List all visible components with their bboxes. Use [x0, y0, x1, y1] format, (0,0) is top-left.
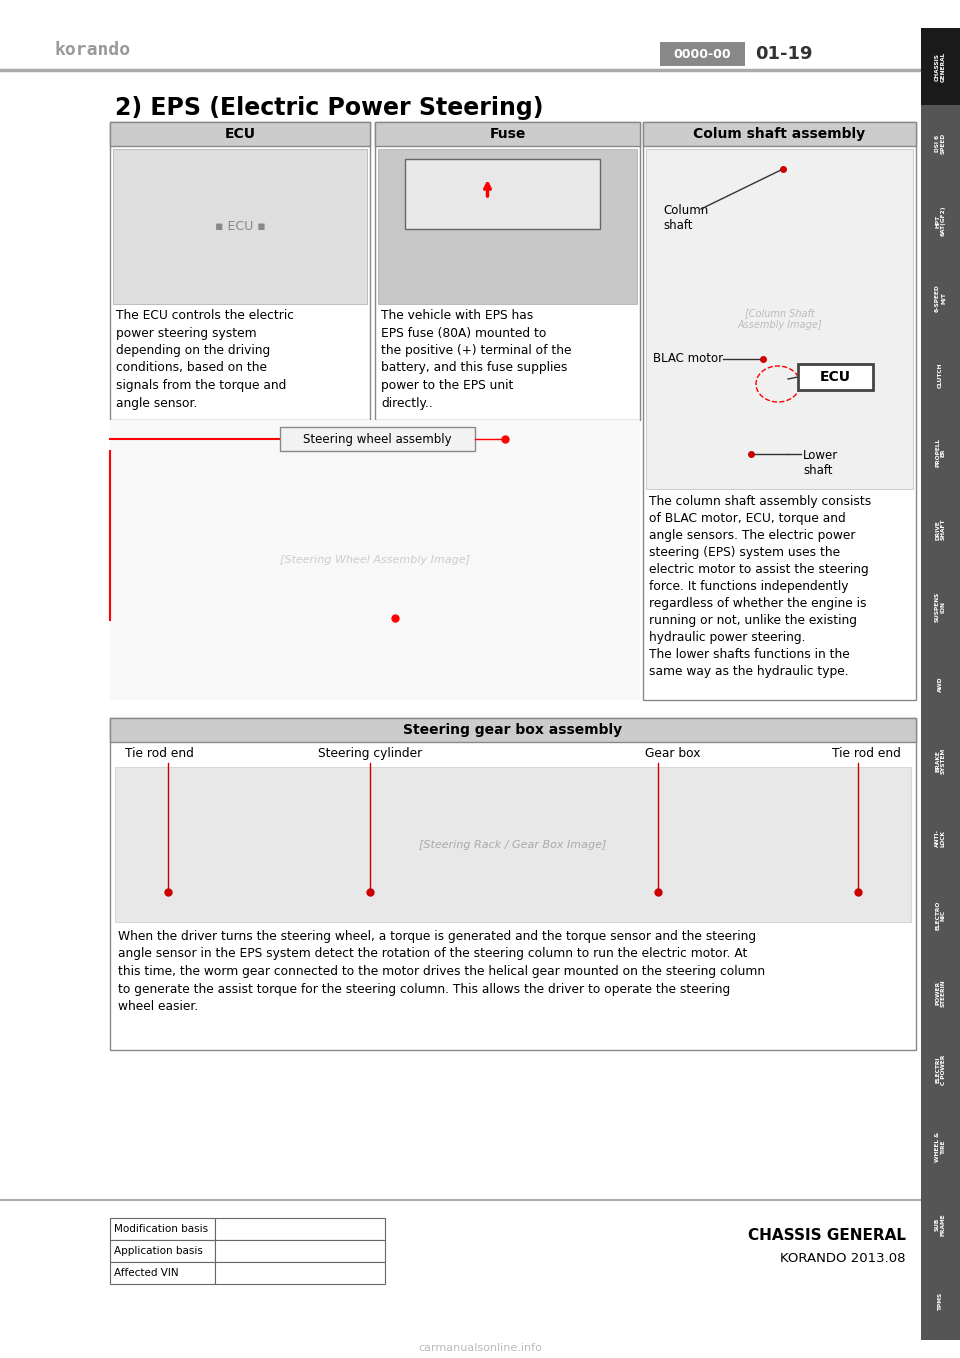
Text: Application basis: Application basis — [114, 1247, 203, 1256]
Text: The ECU controls the electric
power steering system
depending on the driving
con: The ECU controls the electric power stee… — [116, 310, 294, 410]
Text: TPMS: TPMS — [938, 1293, 943, 1310]
Text: Steering cylinder: Steering cylinder — [318, 747, 422, 760]
Text: AWD: AWD — [938, 676, 943, 691]
Text: 6-SPEED
M/T: 6-SPEED M/T — [935, 284, 946, 312]
Bar — [110, 122, 370, 420]
Text: ECU: ECU — [225, 128, 255, 141]
Bar — [280, 426, 475, 451]
Text: Column
shaft: Column shaft — [663, 204, 708, 232]
Text: ▪ ECU ▪: ▪ ECU ▪ — [215, 220, 265, 234]
Bar — [921, 414, 960, 492]
Bar — [921, 568, 960, 645]
Text: [Steering Wheel Assembly Image]: [Steering Wheel Assembly Image] — [280, 555, 470, 565]
Text: WHEEL &
TIRE: WHEEL & TIRE — [935, 1133, 946, 1162]
Bar — [921, 722, 960, 800]
Bar — [110, 718, 916, 741]
Bar — [110, 420, 640, 699]
Bar — [405, 159, 600, 230]
Bar — [921, 1263, 960, 1340]
Text: BLAC motor: BLAC motor — [653, 353, 723, 365]
Text: Gear box: Gear box — [645, 747, 701, 760]
Text: Steering gear box assembly: Steering gear box assembly — [403, 722, 623, 737]
Bar — [921, 800, 960, 877]
Bar — [378, 149, 637, 304]
Text: 0000-00: 0000-00 — [674, 48, 732, 61]
Bar — [921, 259, 960, 337]
Bar — [646, 149, 913, 489]
Text: When the driver turns the steering wheel, a torque is generated and the torque s: When the driver turns the steering wheel… — [118, 930, 765, 1013]
Bar — [113, 149, 367, 304]
Text: CHASSIS GENERAL: CHASSIS GENERAL — [748, 1228, 906, 1243]
Text: Colum shaft assembly: Colum shaft assembly — [693, 128, 866, 141]
Bar — [215, 1240, 385, 1262]
Text: CHASSIS
GENERAL: CHASSIS GENERAL — [935, 52, 946, 81]
Text: carmanualsonline.info: carmanualsonline.info — [418, 1343, 542, 1353]
Text: Fuse: Fuse — [490, 128, 526, 141]
Text: HPT
6AT(GF2): HPT 6AT(GF2) — [935, 205, 946, 236]
Bar — [921, 1186, 960, 1263]
Bar — [375, 122, 640, 147]
Bar — [921, 1031, 960, 1108]
Bar — [215, 1262, 385, 1285]
Bar — [110, 1218, 215, 1240]
Text: ANTI-
LOCK: ANTI- LOCK — [935, 830, 946, 847]
Bar — [375, 122, 640, 420]
Text: Steering wheel assembly: Steering wheel assembly — [303, 432, 452, 445]
Bar — [110, 1262, 215, 1285]
Text: SUB
FRAME: SUB FRAME — [935, 1213, 946, 1236]
Bar — [921, 492, 960, 568]
Text: Tie rod end: Tie rod end — [832, 747, 901, 760]
Bar — [110, 1240, 215, 1262]
Text: Modification basis: Modification basis — [114, 1224, 208, 1234]
Text: [Steering Rack / Gear Box Image]: [Steering Rack / Gear Box Image] — [420, 839, 607, 850]
Text: Tie rod end: Tie rod end — [125, 747, 194, 760]
Text: CLUTCH: CLUTCH — [938, 363, 943, 388]
Bar — [215, 1218, 385, 1240]
Bar — [921, 645, 960, 722]
Text: SUSPENS
ION: SUSPENS ION — [935, 592, 946, 622]
Text: The vehicle with EPS has
EPS fuse (80A) mounted to
the positive (+) terminal of : The vehicle with EPS has EPS fuse (80A) … — [381, 310, 571, 410]
Text: 01-19: 01-19 — [755, 45, 812, 62]
Text: Lower
shaft: Lower shaft — [803, 449, 838, 477]
Bar — [660, 42, 745, 67]
Text: [Column Shaft
Assembly Image]: [Column Shaft Assembly Image] — [737, 308, 822, 330]
Bar — [921, 337, 960, 414]
Bar — [110, 718, 916, 1050]
Text: ELECTRO
NIC: ELECTRO NIC — [935, 900, 946, 930]
Bar — [921, 182, 960, 259]
Text: korando: korando — [55, 41, 132, 58]
Text: ELECTRI
C POWER: ELECTRI C POWER — [935, 1055, 946, 1085]
Text: ECU: ECU — [820, 369, 851, 384]
Text: DRIVE
SHAFT: DRIVE SHAFT — [935, 519, 946, 540]
Bar — [921, 29, 960, 105]
Text: DSI 6
SPEED: DSI 6 SPEED — [935, 133, 946, 155]
Bar — [643, 122, 916, 699]
Text: KORANDO 2013.08: KORANDO 2013.08 — [780, 1252, 906, 1264]
Bar — [115, 767, 911, 922]
Bar — [921, 955, 960, 1031]
Text: PROPELL
ER: PROPELL ER — [935, 437, 946, 467]
Text: POWER
STEERIN: POWER STEERIN — [935, 979, 946, 1006]
Text: The column shaft assembly consists
of BLAC motor, ECU, torque and
angle sensors.: The column shaft assembly consists of BL… — [649, 496, 872, 678]
Text: Affected VIN: Affected VIN — [114, 1268, 179, 1278]
Bar — [921, 1108, 960, 1186]
Bar — [921, 877, 960, 955]
Bar — [798, 364, 873, 390]
Bar — [110, 122, 370, 147]
Bar — [921, 105, 960, 182]
Text: BRAKE
SYSTEM: BRAKE SYSTEM — [935, 748, 946, 774]
Bar — [643, 122, 916, 147]
Text: 2) EPS (Electric Power Steering): 2) EPS (Electric Power Steering) — [115, 96, 543, 120]
